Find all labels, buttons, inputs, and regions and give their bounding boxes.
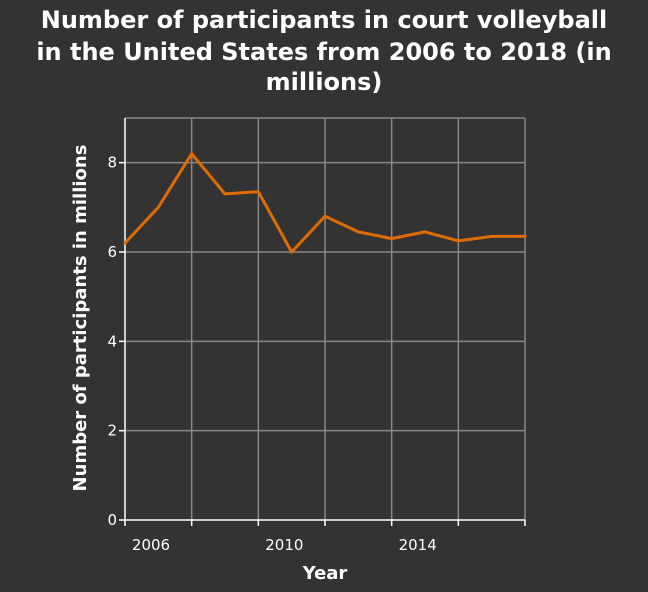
chart-title-line-2: in the United States from 2006 to 2018 (… [36, 38, 611, 66]
grid-lines [125, 117, 526, 520]
data-point [323, 214, 327, 218]
data-point [490, 234, 494, 238]
y-tick-label: 4 [107, 332, 117, 350]
x-axis-label: Year [302, 563, 348, 584]
chart-title: Number of participants in court volleyba… [36, 6, 611, 96]
y-axis-label: Number of participants in millions [70, 145, 91, 492]
data-point [390, 237, 394, 241]
data-point [123, 241, 127, 245]
data-point [423, 230, 427, 234]
data-point [156, 205, 160, 209]
y-tick-label: 6 [107, 243, 117, 261]
x-tick-label: 2014 [399, 536, 437, 554]
chart-title-line-3: millions) [266, 68, 383, 96]
tick-labels: 2006 2010 2014 0 2 4 6 8 [107, 154, 436, 554]
axes [119, 118, 526, 526]
data-point [223, 192, 227, 196]
data-point [356, 230, 360, 234]
data-point [523, 234, 527, 238]
data-point [190, 152, 194, 156]
y-tick-label: 8 [107, 154, 117, 172]
data-point [290, 250, 294, 254]
data-series [123, 152, 527, 254]
data-point [256, 190, 260, 194]
y-tick-label: 2 [107, 422, 117, 440]
y-tick-label: 0 [107, 511, 117, 529]
chart-title-line-1: Number of participants in court volleyba… [41, 6, 608, 34]
x-tick-label: 2010 [265, 536, 303, 554]
data-point [456, 239, 460, 243]
x-tick-label: 2006 [132, 536, 170, 554]
